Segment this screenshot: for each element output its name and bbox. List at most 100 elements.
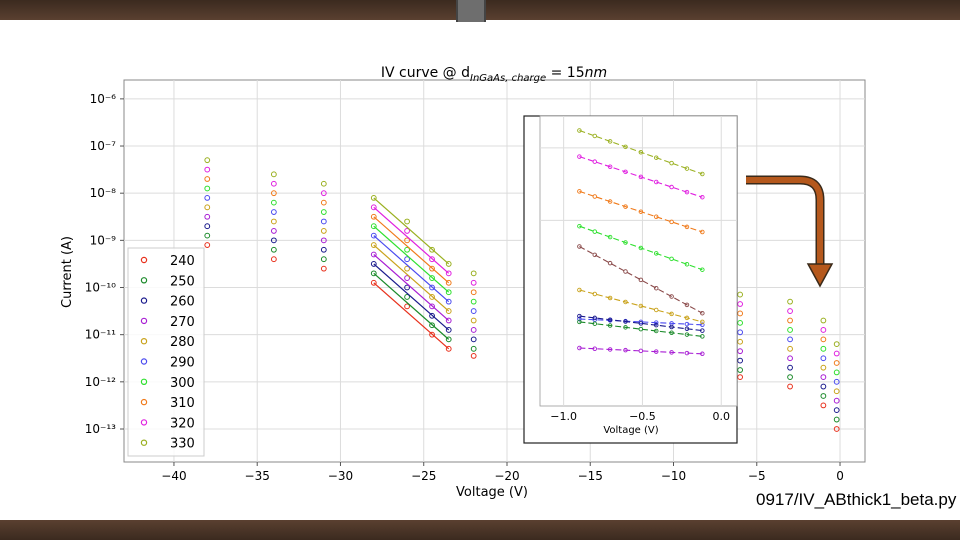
data-point [737, 338, 744, 345]
inset-plot-area [539, 115, 738, 407]
x-axis-label: Voltage (V) [456, 485, 528, 500]
data-point [737, 357, 744, 364]
inset-data-point [577, 313, 582, 319]
data-point [404, 256, 410, 263]
data-point [470, 345, 477, 352]
data-point [445, 279, 452, 286]
inset-series-280 [577, 287, 705, 325]
data-point [820, 364, 827, 371]
data-point [737, 329, 744, 336]
data-point [820, 374, 827, 381]
x-ticks: −40 −35 −30 −25 −20 −15 −10 −5 0 [161, 462, 844, 483]
data-point [404, 237, 410, 244]
inset-data-point [592, 291, 598, 297]
legend-label: 320 [170, 416, 195, 431]
chart-title-unit: nm [585, 65, 608, 81]
data-point [320, 265, 327, 272]
data-point [820, 402, 827, 409]
data-point [833, 416, 840, 423]
inset-data-point [577, 128, 582, 133]
data-point [404, 303, 410, 310]
inset-fit-line [579, 129, 703, 175]
legend-marker [140, 277, 148, 284]
y-tick-label: 10⁻⁶ [90, 92, 117, 106]
y-tick-label: 10⁻⁹ [90, 233, 117, 247]
legend-label: 260 [170, 295, 195, 310]
inset-data-point [653, 179, 659, 185]
legend-marker [140, 317, 148, 325]
inset-x-axis-label: Voltage (V) [603, 425, 658, 436]
inset-data-point [638, 245, 644, 251]
inset-data-point [623, 325, 628, 330]
series-240 [204, 242, 840, 432]
data-point [787, 308, 793, 314]
data-point [370, 223, 377, 230]
inset-data-point [577, 287, 582, 293]
wood-frame-bottom [0, 520, 960, 540]
chart-title: IV curve @ dInGaAs, charge = 15nm [381, 65, 607, 84]
data-point [404, 218, 410, 225]
data-point [204, 213, 211, 220]
inset-data-point [700, 322, 705, 328]
data-point [820, 345, 827, 352]
legend-marker [140, 297, 148, 304]
data-point [370, 251, 377, 258]
inset-x-tick-label: 0.0 [712, 410, 730, 423]
data-point [370, 213, 377, 220]
inset-data-point [607, 347, 613, 352]
inset-data-point [638, 149, 644, 155]
data-point [429, 322, 435, 329]
y-tick-label: 10⁻¹¹ [85, 328, 116, 342]
legend-label: 240 [170, 254, 195, 269]
data-point [820, 327, 827, 333]
data-point [833, 407, 840, 414]
data-point [833, 378, 840, 385]
inset-data-point [653, 349, 659, 354]
fit-line [373, 272, 450, 340]
inset-data-point [623, 204, 628, 209]
data-point [404, 246, 410, 253]
inset-series-300 [577, 223, 705, 272]
data-point [370, 232, 377, 239]
fit-line [373, 235, 450, 303]
legend-marker [140, 338, 148, 345]
inset-data-point [577, 345, 582, 351]
inset-data-point [669, 160, 674, 166]
data-point [787, 374, 793, 381]
data-point [204, 242, 211, 248]
data-point [820, 317, 827, 324]
data-point [204, 166, 211, 173]
data-point [429, 303, 435, 310]
data-point [787, 327, 793, 333]
legend-label: 250 [170, 274, 195, 289]
data-point [833, 426, 840, 432]
legend-label: 300 [170, 376, 195, 391]
data-point [320, 218, 327, 225]
inset-data-point [669, 311, 674, 317]
inset-data-point [684, 321, 690, 327]
inset-data-point [607, 164, 613, 169]
inset-data-point [700, 171, 705, 177]
data-point [270, 199, 277, 206]
data-point [833, 388, 840, 395]
inset-data-point [592, 315, 598, 321]
legend-marker [140, 439, 148, 446]
fit-line [373, 216, 450, 284]
binder-clip [456, 0, 486, 22]
data-point [820, 355, 827, 362]
inset-data-point [592, 133, 598, 139]
annotation-arrow-head [806, 263, 834, 288]
inset-data-point [700, 319, 705, 325]
data-point [787, 317, 793, 324]
data-point [320, 209, 327, 215]
legend-label: 270 [170, 315, 195, 330]
inset-data-point [592, 321, 598, 326]
inset-data-point [669, 294, 674, 299]
data-point [370, 270, 377, 277]
data-point [204, 195, 211, 201]
inset-data-point [577, 223, 582, 229]
inset-fit-line [579, 190, 703, 233]
y-tick-label: 10⁻¹⁰ [85, 281, 116, 295]
data-point [429, 312, 435, 319]
data-point [833, 341, 840, 347]
